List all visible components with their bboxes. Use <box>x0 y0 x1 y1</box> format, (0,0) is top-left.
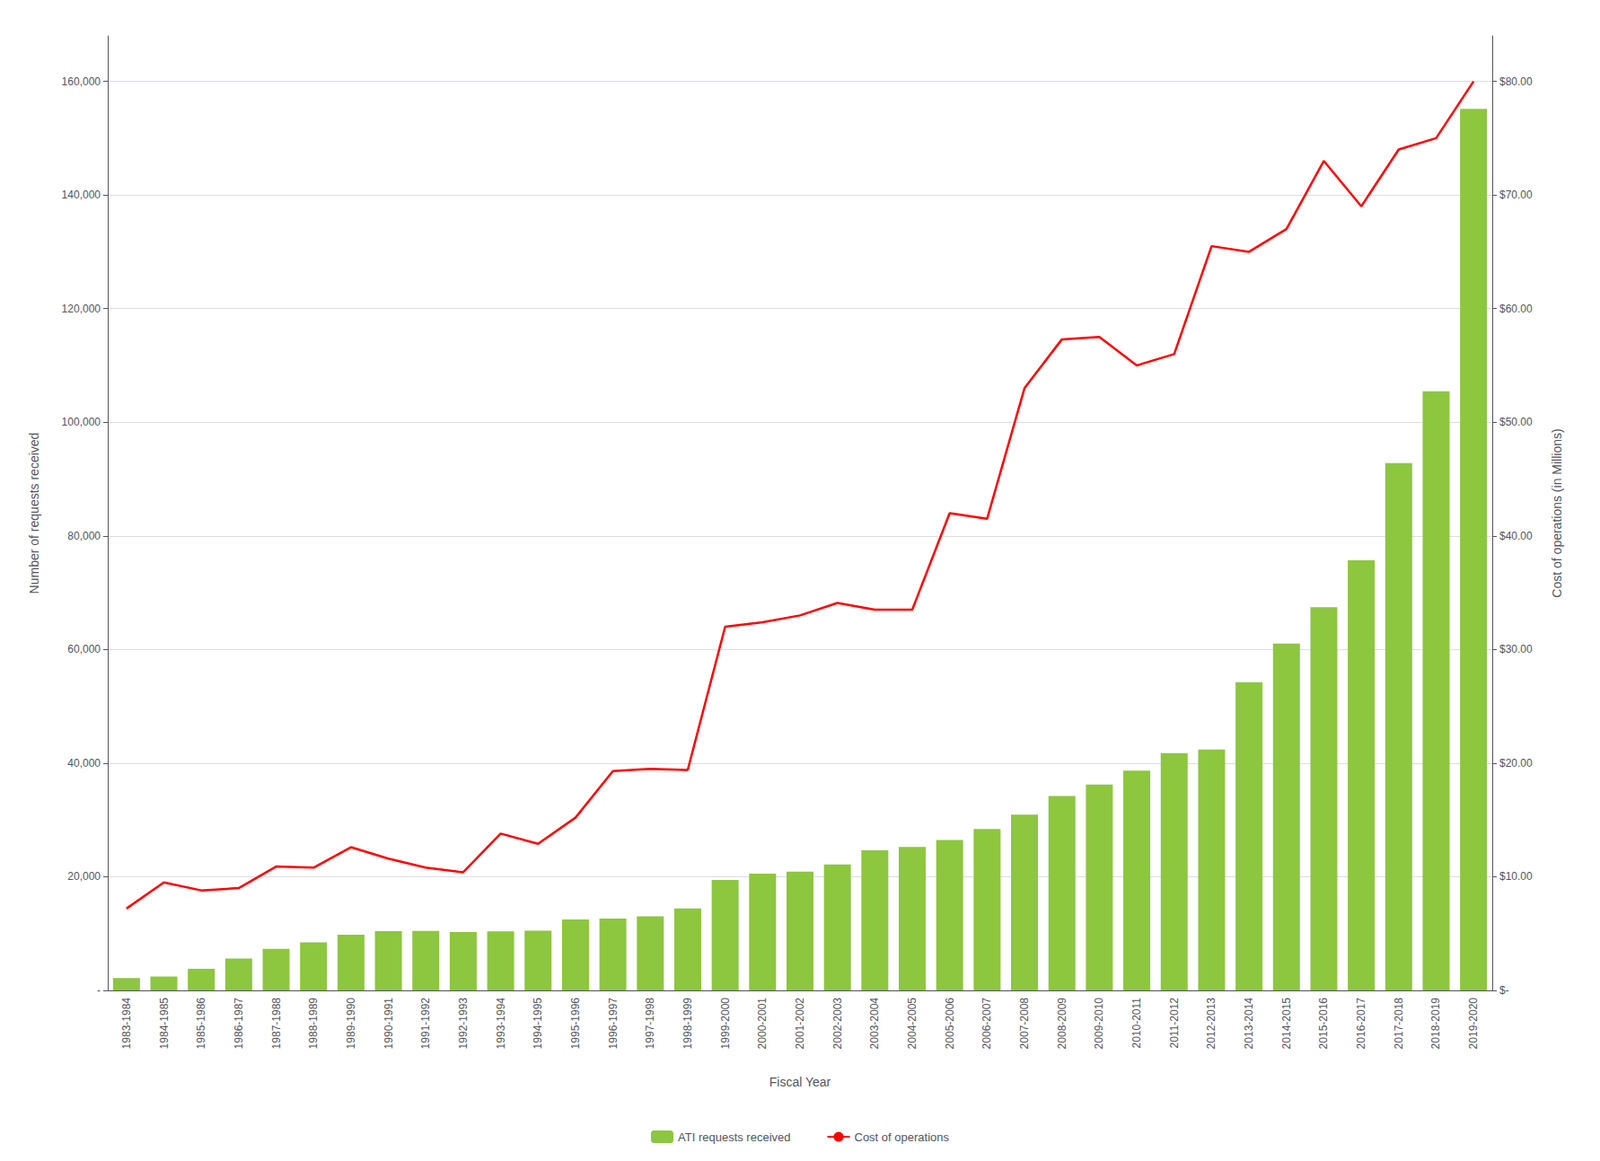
svg-text:1998-1999: 1998-1999 <box>681 997 695 1050</box>
svg-text:Cost of operations: Cost of operations <box>853 1130 950 1144</box>
svg-text:ATI requests received: ATI requests received <box>677 1130 791 1144</box>
svg-text:40,000: 40,000 <box>67 756 101 770</box>
svg-text:2012-2013: 2012-2013 <box>1204 997 1218 1050</box>
svg-text:1989-1990: 1989-1990 <box>344 997 358 1050</box>
svg-text:2000-2001: 2000-2001 <box>756 997 769 1050</box>
svg-text:1988-1989: 1988-1989 <box>307 997 320 1050</box>
svg-text:2014-2015: 2014-2015 <box>1280 997 1293 1050</box>
svg-text:2010-2011: 2010-2011 <box>1130 997 1143 1049</box>
svg-text:2008-2009: 2008-2009 <box>1055 997 1069 1050</box>
svg-text:2004-2005: 2004-2005 <box>905 997 919 1050</box>
svg-text:$20.00: $20.00 <box>1499 756 1533 770</box>
svg-text:1986-1987: 1986-1987 <box>232 997 246 1050</box>
svg-text:2013-2014: 2013-2014 <box>1242 997 1256 1050</box>
svg-text:1984-1985: 1984-1985 <box>158 997 171 1050</box>
svg-text:2018-2019: 2018-2019 <box>1429 997 1442 1050</box>
svg-text:Number of requests received: Number of requests received <box>26 432 42 595</box>
svg-text:$70.00: $70.00 <box>1499 188 1533 202</box>
svg-text:$30.00: $30.00 <box>1499 642 1533 656</box>
svg-text:1992-1993: 1992-1993 <box>457 997 470 1050</box>
svg-text:60,000: 60,000 <box>67 642 101 656</box>
svg-text:2016-2017: 2016-2017 <box>1354 997 1368 1050</box>
svg-text:2011-2012: 2011-2012 <box>1168 997 1181 1049</box>
svg-text:100,000: 100,000 <box>61 415 102 429</box>
svg-text:$-: $- <box>1499 984 1510 997</box>
svg-text:$40.00: $40.00 <box>1499 529 1533 543</box>
svg-text:2009-2010: 2009-2010 <box>1092 997 1106 1050</box>
svg-text:$50.00: $50.00 <box>1499 415 1533 429</box>
svg-text:$60.00: $60.00 <box>1499 302 1533 316</box>
svg-text:120,000: 120,000 <box>61 302 102 316</box>
svg-text:2002-2003: 2002-2003 <box>831 997 844 1050</box>
svg-text:1997-1998: 1997-1998 <box>643 997 657 1050</box>
svg-text:140,000: 140,000 <box>61 188 102 202</box>
svg-text:2007-2008: 2007-2008 <box>1018 997 1031 1050</box>
svg-text:1995-1996: 1995-1996 <box>569 997 582 1050</box>
svg-text:1985-1986: 1985-1986 <box>194 997 208 1050</box>
svg-text:1996-1997: 1996-1997 <box>606 997 620 1050</box>
svg-text:2001-2002: 2001-2002 <box>793 997 807 1050</box>
svg-text:20,000: 20,000 <box>67 870 101 883</box>
svg-text:1999-2000: 1999-2000 <box>719 997 732 1050</box>
svg-text:Cost of operations (in Million: Cost of operations (in Millions) <box>1549 428 1565 598</box>
svg-text:1994-1995: 1994-1995 <box>531 997 545 1050</box>
svg-text:80,000: 80,000 <box>67 529 101 543</box>
svg-text:2003-2004: 2003-2004 <box>868 997 881 1050</box>
svg-text:1993-1994: 1993-1994 <box>494 997 508 1050</box>
svg-text:1987-1988: 1987-1988 <box>270 997 283 1050</box>
svg-text:Fiscal Year: Fiscal Year <box>769 1074 832 1090</box>
svg-text:-: - <box>96 984 101 997</box>
svg-text:1990-1991: 1990-1991 <box>382 997 396 1050</box>
svg-text:2019-2020: 2019-2020 <box>1467 997 1480 1050</box>
svg-text:$10.00: $10.00 <box>1499 870 1533 883</box>
svg-text:2005-2006: 2005-2006 <box>943 997 957 1050</box>
svg-text:$80.00: $80.00 <box>1499 75 1533 88</box>
svg-text:2015-2016: 2015-2016 <box>1317 997 1330 1050</box>
svg-text:1983-1984: 1983-1984 <box>120 997 133 1050</box>
svg-text:160,000: 160,000 <box>61 75 102 88</box>
svg-text:2017-2018: 2017-2018 <box>1392 997 1406 1050</box>
svg-text:1991-1992: 1991-1992 <box>419 997 432 1050</box>
svg-text:2006-2007: 2006-2007 <box>980 997 994 1050</box>
